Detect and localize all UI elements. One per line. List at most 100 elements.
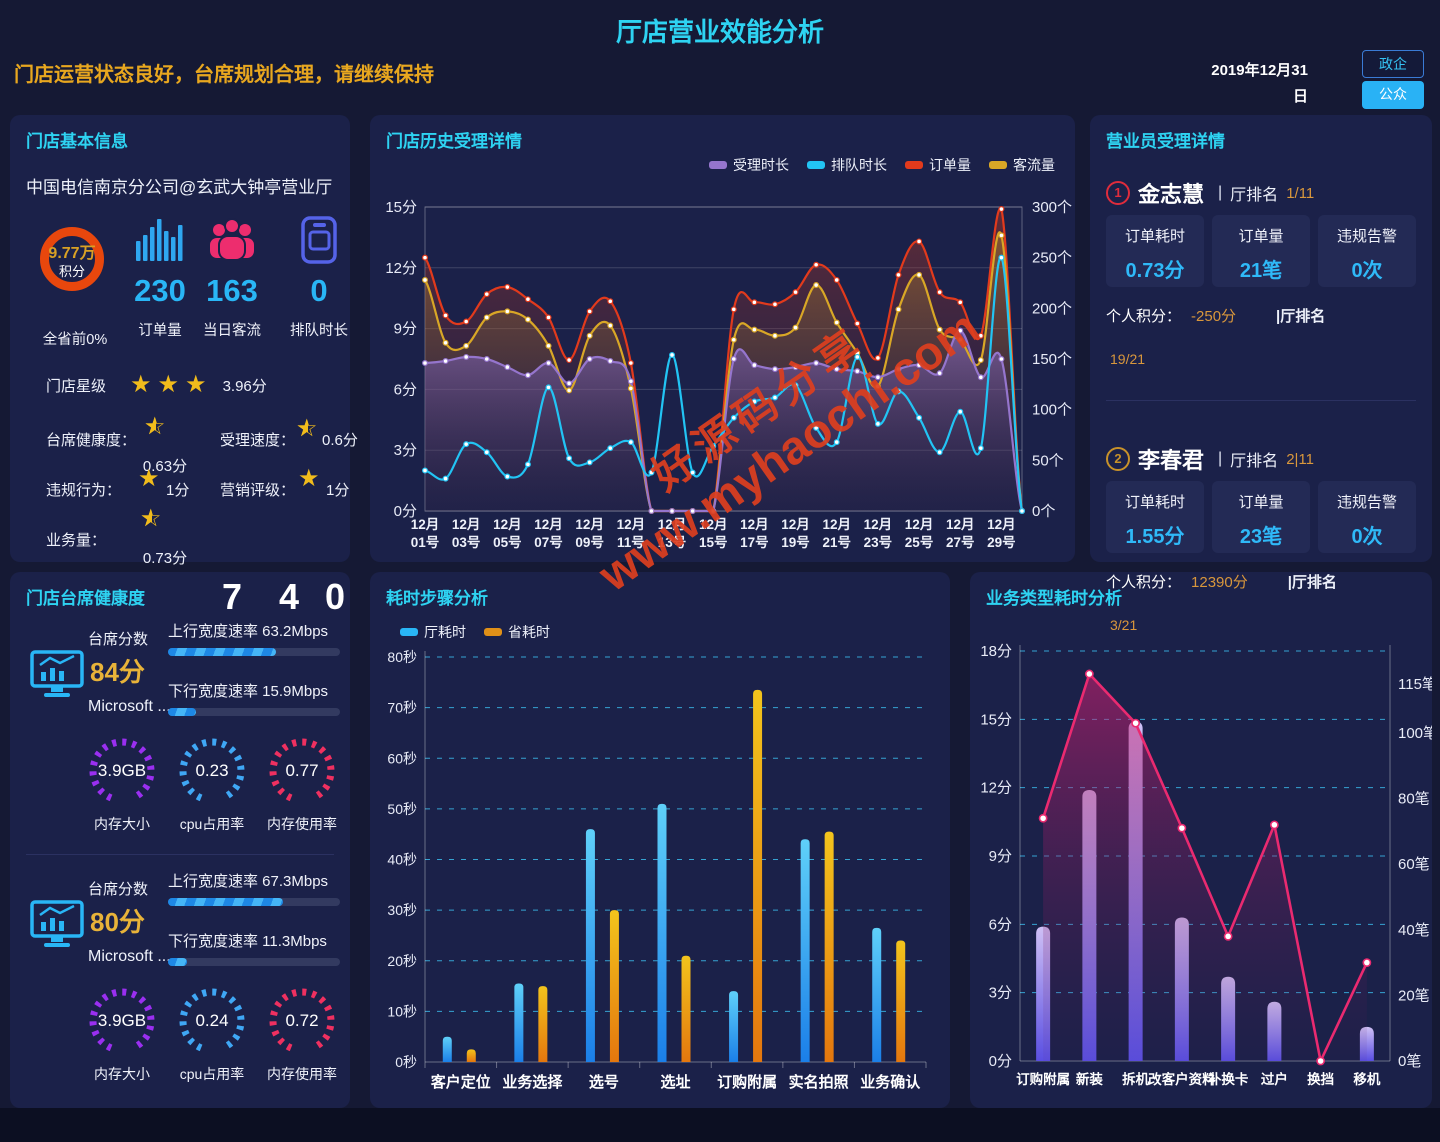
staff-card[interactable]: 违规告警 0次: [1318, 481, 1416, 553]
stat-label: 订单量: [138, 323, 182, 339]
bar-hall: [872, 927, 882, 1062]
data-point: [977, 374, 984, 381]
bar-hall: [585, 829, 595, 1062]
legend-label: 订单量: [929, 157, 971, 173]
card-label: 违规告警: [1336, 228, 1397, 245]
data-point: [751, 362, 758, 369]
steps-legend: 厅耗时 省耗时: [400, 622, 550, 642]
legend-item-受理时长[interactable]: 受理时长: [709, 155, 789, 175]
card-value: 0次: [1351, 526, 1383, 548]
y-left-tick: 0分: [989, 1053, 1012, 1070]
x-tick: 12月: [699, 517, 728, 532]
x-tick: 12月: [575, 517, 604, 532]
data-point: [524, 461, 531, 468]
history-line-chart: 0分 3分 6分 9分 12分 15分 0个 50个 100个 150个 200个 250个 300个 1…: [385, 199, 1072, 550]
legend-chip: [807, 161, 825, 169]
staff-divider: [1106, 400, 1416, 401]
staff-card[interactable]: 订单量 21笔: [1212, 215, 1310, 287]
data-point: [751, 398, 758, 405]
x-tick: 11号: [617, 535, 645, 550]
staff-name-row: 2 李春君 | 厅排名 2|11: [1106, 443, 1314, 475]
data-point: [771, 301, 778, 308]
metric-label-1: 受理速度：: [220, 432, 296, 449]
line-point: [1084, 669, 1094, 679]
data-point: [627, 439, 634, 446]
half-star-icon: ☆ ★: [144, 413, 166, 440]
data-point: [874, 354, 881, 361]
staff-card[interactable]: 订单耗时 1.55分: [1106, 481, 1204, 553]
x-tick: 12月: [658, 517, 687, 532]
x-tick: 12月: [864, 517, 893, 532]
data-point: [895, 366, 902, 373]
series-line-客流量: [424, 231, 1024, 513]
data-point: [483, 314, 490, 321]
x-tick: 25号: [905, 535, 934, 550]
legend-item-省耗时[interactable]: 省耗时: [484, 622, 550, 642]
x-tick: 03号: [452, 535, 481, 550]
public-tab-button[interactable]: 公众: [1362, 81, 1424, 109]
gauge-ring-icon: [269, 988, 335, 1052]
separator: |: [1218, 184, 1223, 201]
monitor-icon: [30, 650, 84, 697]
y-left-tick: 18分: [980, 643, 1012, 660]
data-point: [545, 314, 552, 321]
progress-track: [168, 898, 340, 906]
data-point: [669, 508, 676, 515]
legend-item-订单量[interactable]: 订单量: [905, 155, 971, 175]
bandwidth-label: 下行宽度速率 15.9Mbps: [168, 683, 329, 700]
staff-card[interactable]: 订单量 23笔: [1212, 481, 1310, 553]
progress-track: [168, 708, 340, 716]
data-point: [957, 336, 964, 343]
metric-star-3: ★: [298, 467, 320, 491]
y-left-tick: 9分: [394, 321, 417, 338]
legend-item-客流量[interactable]: 客流量: [989, 155, 1055, 175]
data-point: [936, 326, 943, 333]
legend-item-厅耗时[interactable]: 厅耗时: [400, 622, 466, 642]
x-tick: 12月: [534, 517, 563, 532]
card-value: 21笔: [1239, 260, 1283, 282]
metric-star-0: ☆ ★: [144, 415, 166, 439]
data-point: [833, 276, 840, 283]
x-label: 改客户资料: [1148, 1071, 1216, 1087]
steps-chart-panel: 耗时步骤分析 厅耗时 省耗时 0秒 10秒 20秒 30秒 40秒 50秒 60秒 70秒 80秒…: [370, 572, 950, 1108]
stat-value: 230: [134, 273, 186, 308]
data-point: [586, 459, 593, 466]
metric-label: 门店星级: [46, 377, 107, 395]
y-left-tick: 6分: [394, 381, 417, 398]
stat-label: 排队时长: [290, 323, 348, 339]
points-rank-label: |厅排名: [1287, 574, 1337, 591]
hall-rank-label: 厅排名: [1230, 187, 1279, 204]
header: 厅店营业效能分析 门店运营状态良好，台席规划合理，请继续保持 2019年12月3…: [0, 0, 1440, 115]
x-label: 补换卡: [1207, 1071, 1249, 1087]
data-point: [957, 327, 964, 334]
gauge-内存大小: 3.9GB: [87, 736, 157, 806]
staff-card[interactable]: 违规告警 0次: [1318, 215, 1416, 287]
star-icon: ★: [138, 465, 160, 492]
gauge-ring-icon: [89, 988, 155, 1052]
data-point: [710, 443, 717, 450]
star-icon: ★: [157, 371, 186, 398]
half-star-icon: ☆ ★: [296, 415, 318, 442]
health-number: 7: [221, 576, 243, 617]
bar-hall: [800, 839, 810, 1062]
data-point: [833, 366, 840, 373]
data-point: [442, 312, 449, 319]
phone-icon: [301, 216, 337, 264]
y-left-tick: 15分: [980, 711, 1012, 728]
monitor-icon: [30, 650, 84, 705]
gauge-cpu占用率: 0.24: [177, 986, 247, 1056]
bar-province: [896, 940, 906, 1062]
data-point: [751, 326, 758, 333]
data-point: [977, 445, 984, 452]
progress-fill: [168, 958, 187, 966]
data-point: [730, 306, 737, 313]
status-subtitle: 门店运营状态良好，台席规划合理，请继续保持: [14, 64, 434, 86]
data-point: [504, 473, 511, 480]
staff-card[interactable]: 订单耗时 0.73分: [1106, 215, 1204, 287]
data-point: [524, 316, 531, 323]
gov-tab-button[interactable]: 政企: [1362, 50, 1424, 78]
data-point: [607, 322, 614, 329]
gauge-ring-icon: [179, 988, 245, 1052]
legend-item-排队时长[interactable]: 排队时长: [807, 155, 887, 175]
x-tick: 12月: [740, 517, 769, 532]
